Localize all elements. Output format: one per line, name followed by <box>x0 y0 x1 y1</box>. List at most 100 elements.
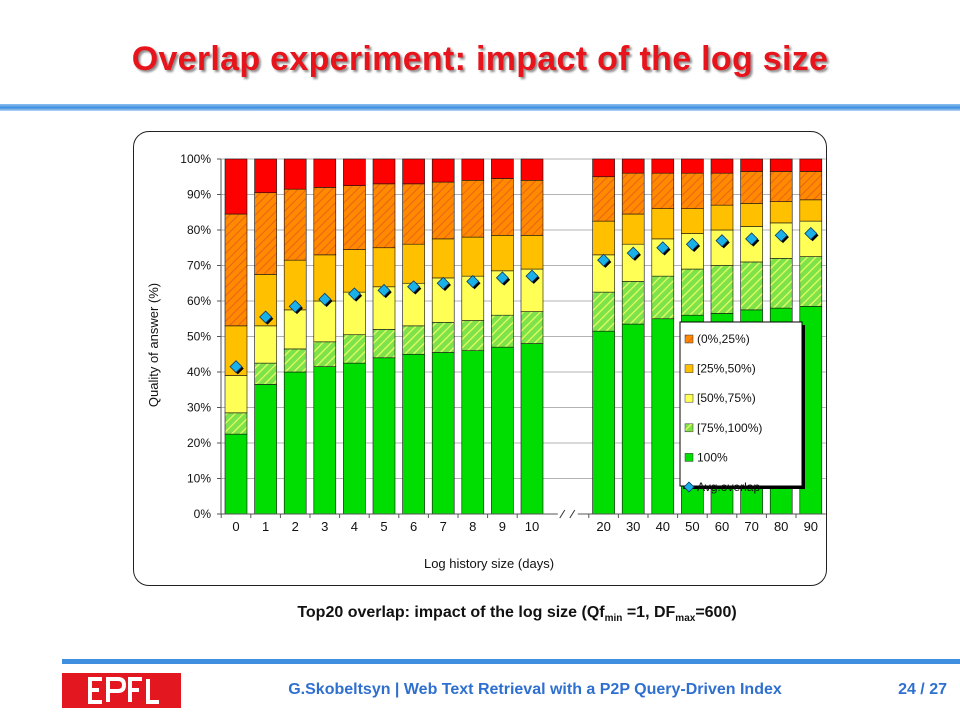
bar-segment <box>651 208 675 240</box>
bar-segment <box>799 158 823 172</box>
bar-segment <box>769 258 793 309</box>
y-tick-label: 10% <box>187 472 211 486</box>
bar-segment <box>769 171 793 202</box>
bar-segment <box>461 236 485 277</box>
overlap-marker <box>525 269 539 283</box>
bar-segment <box>769 201 793 224</box>
bar-segment <box>431 181 455 240</box>
bar-segment <box>224 158 248 215</box>
chart-panel: 0% 10% 20% 30% 40% 50% 60% 70% 80% 90% 100% 0 1 2 3 4 5… <box>133 131 827 586</box>
legend-swatch <box>684 423 694 433</box>
bar-segment <box>283 371 307 515</box>
overlap-markers <box>229 227 819 375</box>
overlap-marker <box>377 283 391 297</box>
x-tick-label: 20 <box>596 519 610 534</box>
bar-segment <box>710 204 734 231</box>
overlap-marker <box>774 228 788 242</box>
bar-segment <box>343 249 366 293</box>
bar-segment <box>740 203 763 227</box>
bar-segment <box>592 176 615 222</box>
bar-segment <box>491 346 514 515</box>
x-tick-label: 1 <box>262 519 269 534</box>
bar-segment <box>343 362 366 515</box>
bar-segment <box>313 366 337 515</box>
bar-segment <box>313 300 337 343</box>
bar-segment <box>372 329 396 359</box>
bar-segment <box>254 384 277 515</box>
y-tick-label: 20% <box>187 436 211 450</box>
bar-segment <box>461 350 485 515</box>
caption-sub-max: max <box>675 613 696 625</box>
bar-segment <box>372 183 396 249</box>
bar-segment <box>799 171 823 201</box>
bar-segment <box>254 362 277 385</box>
page-number: 24 / 27 <box>898 681 947 698</box>
overlap-marker <box>685 237 699 251</box>
stacked-bar-chart: 0% 10% 20% 30% 40% 50% 60% 70% 80% 90% 100% 0 1 2 3 4 5… <box>146 152 826 571</box>
bar-segment <box>254 325 277 364</box>
bar-segment <box>520 311 544 344</box>
x-tick-label: 90 <box>804 519 818 534</box>
bar-segment <box>491 314 514 348</box>
y-tick-label: 40% <box>187 365 211 379</box>
bar-segment <box>710 172 734 206</box>
legend-box <box>679 321 803 487</box>
legend-label: 100% <box>697 450 728 464</box>
bar-segment <box>343 334 366 364</box>
bar-segment <box>710 158 734 174</box>
axis-break-gap <box>557 513 578 519</box>
overlap-marker <box>804 227 818 241</box>
bar-segment <box>461 179 485 238</box>
legend-label: [75%,100%) <box>697 421 762 435</box>
bar-segment <box>431 322 455 353</box>
bar-segment <box>224 433 248 515</box>
y-tick-label: 0% <box>194 507 212 521</box>
bar-segment <box>710 265 734 314</box>
axis-break-mark <box>569 509 576 519</box>
x-tick-label: 8 <box>469 519 476 534</box>
bar-segment <box>491 158 514 179</box>
y-tick-label: 30% <box>187 401 211 415</box>
chart-caption: Top20 overlap: impact of the log size (Q… <box>0 604 960 624</box>
bar-segment <box>402 183 425 245</box>
bar-segment <box>520 158 544 181</box>
bar-segment <box>431 158 455 183</box>
slide-title: Overlap experiment: impact of the log si… <box>131 40 829 78</box>
overlap-marker <box>229 360 243 374</box>
y-axis-ticks: 0% 10% 20% 30% 40% 50% 60% 70% 80% 90% 100% <box>180 152 221 521</box>
bar-segment <box>799 256 823 307</box>
bar-segment <box>431 352 455 515</box>
x-tick-label: 3 <box>321 519 328 534</box>
bar-segment <box>740 171 763 204</box>
bar-segment <box>491 178 514 236</box>
axis-break-mark <box>559 509 566 519</box>
x-tick-label: 10 <box>525 519 539 534</box>
overlap-marker <box>495 271 509 285</box>
bar-segment <box>651 158 675 174</box>
bar-segment <box>313 341 337 367</box>
bar-segment <box>372 247 396 288</box>
x-axis-ticks: 0 1 2 3 4 5 6 7 8 9 10 20 30 40 50 60 70 80 90 <box>220 514 818 534</box>
overlap-marker <box>715 234 729 248</box>
bar-segment <box>592 158 615 178</box>
bar-segment <box>681 208 704 234</box>
axes <box>220 159 826 519</box>
bar-segment <box>769 158 793 172</box>
bar-segment <box>621 172 645 215</box>
y-tick-label: 70% <box>187 259 211 273</box>
overlap-marker <box>407 280 421 294</box>
bar-segment <box>224 213 248 327</box>
bar-segment <box>592 291 615 332</box>
overlap-marker <box>259 310 273 324</box>
footer-divider <box>62 659 960 664</box>
bar-segment <box>621 281 645 325</box>
x-tick-label: 80 <box>774 519 788 534</box>
y-tick-label: 50% <box>187 330 211 344</box>
legend-marker <box>683 481 695 493</box>
caption-sub-min: min <box>604 613 623 625</box>
bar-segment <box>402 353 425 515</box>
y-tick-label: 80% <box>187 223 211 237</box>
bar-segment <box>681 158 704 174</box>
bar-segment <box>621 213 645 245</box>
legend-swatch <box>684 393 694 403</box>
